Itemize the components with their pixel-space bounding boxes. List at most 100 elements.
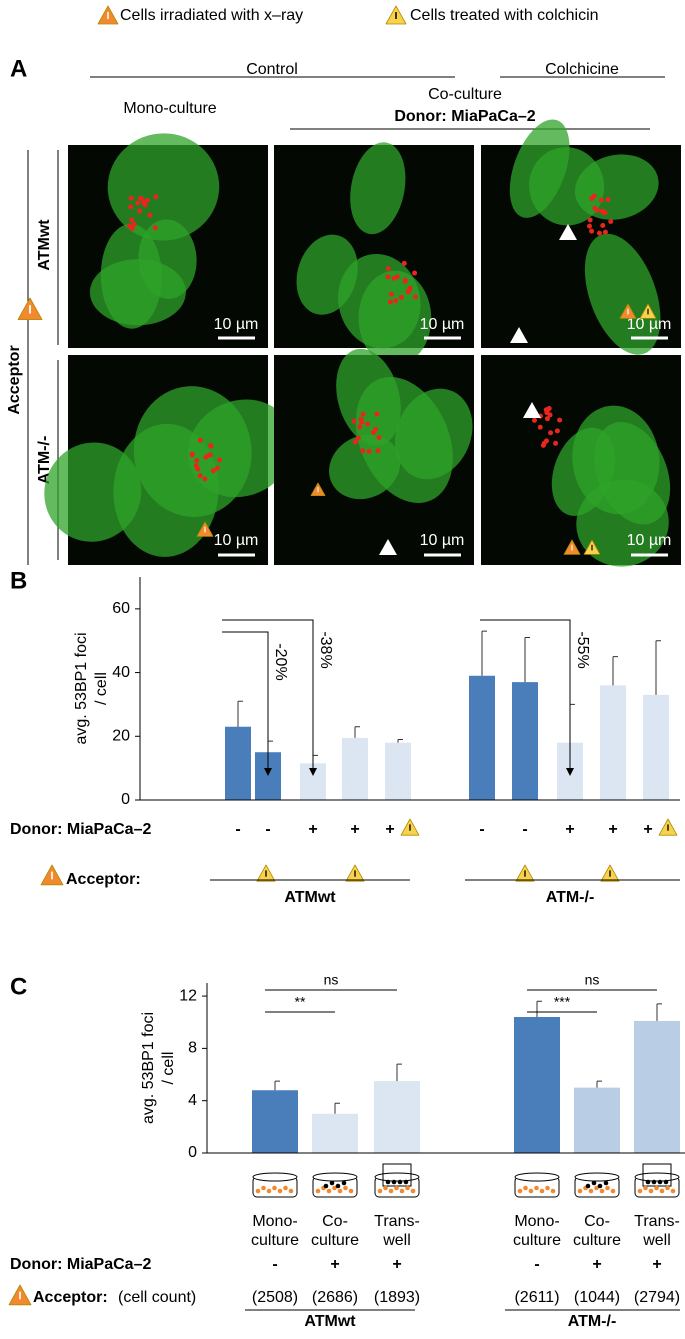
significance: ** <box>295 994 306 1010</box>
focus <box>385 274 391 280</box>
donor-sign: + <box>385 821 394 838</box>
x-tick-label: well <box>382 1232 411 1249</box>
panel-label: B <box>10 567 27 594</box>
error-bar <box>396 1063 402 1082</box>
cell-count: (2508) <box>252 1289 298 1306</box>
x-tick-label: culture <box>513 1232 561 1249</box>
focus <box>153 194 159 200</box>
header: Mono-culture <box>123 100 216 117</box>
donor-sign: + <box>565 821 574 838</box>
y-tick-label: 0 <box>121 791 130 808</box>
donor-sign: - <box>522 821 527 838</box>
focus <box>355 435 361 441</box>
x-tick-label: Co- <box>584 1213 610 1230</box>
focus <box>366 448 372 454</box>
donor-sign: - <box>235 821 240 838</box>
header: Co-culture <box>428 86 502 103</box>
bar <box>574 1087 620 1153</box>
donor-sign: + <box>392 1256 401 1273</box>
dish-cell <box>645 1179 651 1185</box>
focus <box>540 442 546 448</box>
dish-cell <box>329 1180 335 1186</box>
focus <box>364 421 370 427</box>
dish-cell <box>585 1183 591 1189</box>
scale-bar-label: 10 µm <box>214 532 259 549</box>
dish-cell <box>405 1185 410 1191</box>
annotation: -55% <box>574 631 591 668</box>
cell <box>44 442 142 542</box>
donor-sign: + <box>643 821 652 838</box>
bar <box>469 675 495 800</box>
dish-cell <box>610 1188 616 1194</box>
dish-cell <box>410 1188 416 1194</box>
focus <box>126 223 132 229</box>
dish-cell <box>517 1188 523 1194</box>
arrowhead <box>559 224 577 240</box>
dish-cell <box>397 1179 403 1185</box>
dish-cell <box>348 1188 354 1194</box>
y-axis-label: avg. 53BP1 foci <box>73 632 90 744</box>
focus <box>548 430 554 436</box>
y-tick-label: 40 <box>112 664 130 681</box>
dish-cell <box>534 1185 539 1191</box>
bar <box>634 1020 680 1153</box>
cell <box>584 233 661 355</box>
row-label: Donor: MiaPaCa–2 <box>10 1256 151 1273</box>
focus <box>195 466 201 472</box>
y-tick-label: 60 <box>112 600 130 617</box>
bar <box>512 682 538 800</box>
cell <box>355 376 453 503</box>
dish-cell <box>659 1188 665 1194</box>
focus <box>147 212 153 218</box>
focus <box>605 196 611 202</box>
donor-sign: + <box>308 821 317 838</box>
dish-cell <box>337 1188 343 1194</box>
bar <box>312 1113 358 1153</box>
dish-cell <box>637 1188 643 1194</box>
bracket <box>222 619 314 770</box>
arrowhead <box>379 539 397 555</box>
legend-colchicin: Cells treated with colchicin <box>410 7 599 24</box>
focus <box>358 416 364 422</box>
x-tick-label: culture <box>251 1232 299 1249</box>
dish-cell <box>528 1188 534 1194</box>
dish-cell <box>643 1185 648 1191</box>
cell <box>107 133 220 241</box>
header: Control <box>246 61 298 78</box>
focus <box>412 270 418 276</box>
focus <box>376 435 382 441</box>
dish-cell <box>394 1185 399 1191</box>
x-tick-label: culture <box>573 1232 621 1249</box>
focus <box>544 416 550 422</box>
y-tick-label: 12 <box>179 987 197 1004</box>
focus <box>197 473 203 479</box>
dish-rim <box>374 1172 420 1182</box>
group-label: ATMwt <box>284 889 336 906</box>
dish-cell <box>591 1180 597 1186</box>
dish-cell <box>545 1185 550 1191</box>
arrowhead <box>264 768 272 776</box>
focus <box>598 197 604 203</box>
focus <box>128 204 134 210</box>
dish-cell <box>588 1188 594 1194</box>
bar <box>252 1090 298 1153</box>
cell-count: (2686) <box>312 1289 358 1306</box>
focus <box>391 275 397 281</box>
cell-count: (2794) <box>634 1289 680 1306</box>
focus <box>138 195 144 201</box>
scale-bar-label: 10 µm <box>627 316 672 333</box>
dish-cell <box>383 1185 388 1191</box>
arrowhead <box>309 768 317 776</box>
dish-cell <box>648 1188 654 1194</box>
arrowhead <box>510 327 528 343</box>
dish-cell <box>663 1179 669 1185</box>
dish-cell <box>654 1185 659 1191</box>
dish-cell <box>283 1185 288 1191</box>
focus <box>385 266 391 272</box>
arrowhead <box>566 768 574 776</box>
group-label: ATM-/- <box>568 1313 617 1330</box>
focus <box>412 294 418 300</box>
focus <box>357 424 363 430</box>
dish-cell <box>288 1188 294 1194</box>
